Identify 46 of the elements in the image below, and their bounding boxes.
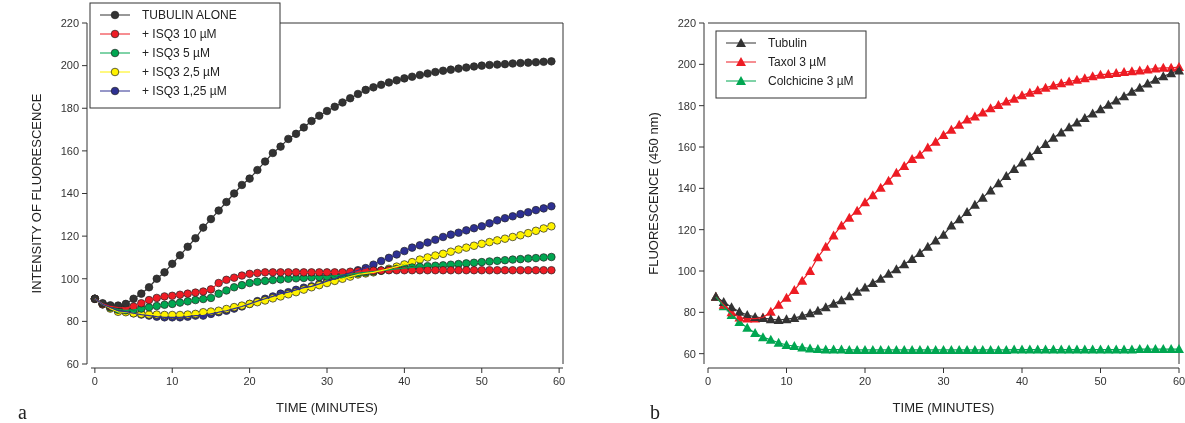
text: b <box>650 401 660 423</box>
text: a <box>18 401 27 423</box>
y-tick-label: 180 <box>677 99 696 112</box>
y-tick-label: 160 <box>677 140 696 153</box>
y-tick-label: 200 <box>677 58 696 71</box>
x-axis-title: TIME (MINUTES) <box>276 400 378 415</box>
y-axis-title: FLUORESCENCE (450 nm) <box>646 112 661 275</box>
y-tick-label: 200 <box>60 59 79 72</box>
y-tick-label: 100 <box>677 264 696 277</box>
x-tick-label: 0 <box>91 375 98 387</box>
legend-label: + ISQ3 5 µM <box>142 46 210 61</box>
x-tick-label: 10 <box>780 375 793 387</box>
legend-label: Tubulin <box>768 36 807 51</box>
y-tick-label: 140 <box>60 187 79 200</box>
y-tick-label: 120 <box>677 223 696 236</box>
y-tick-label: 60 <box>66 357 79 370</box>
x-tick-label: 60 <box>1172 375 1185 387</box>
legend-label: + ISQ3 1,25 µM <box>142 84 227 99</box>
y-tick-label: 160 <box>60 144 79 157</box>
x-tick-label: 0 <box>704 375 712 387</box>
x-tick-label: 10 <box>166 375 179 387</box>
x-tick-label: 40 <box>1015 375 1029 387</box>
x-tick-label: 60 <box>553 375 566 387</box>
legend-label: + ISQ3 2,5 µM <box>142 65 220 80</box>
y-tick-label: 80 <box>66 315 79 328</box>
y-tick-label: 180 <box>60 102 79 115</box>
legend-label: Colchicine 3 µM <box>768 74 854 89</box>
y-tick-label: 60 <box>683 347 696 360</box>
legend-label: TUBULIN ALONE <box>142 8 237 23</box>
y-tick-label: 220 <box>677 16 696 29</box>
legend-label: Taxol 3 µM <box>768 55 827 70</box>
x-tick-label: 30 <box>937 375 950 387</box>
y-tick-label: 80 <box>683 306 696 319</box>
y-axis-title: INTENSITY OF FLUORESCENCE <box>29 93 44 294</box>
y-tick-label: 120 <box>60 229 79 242</box>
x-tick-label: 50 <box>475 375 488 387</box>
y-tick-label: 220 <box>60 16 79 29</box>
x-tick-label: 50 <box>1094 375 1107 387</box>
x-axis-title: TIME (MINUTES) <box>892 400 995 415</box>
x-tick-label: 20 <box>858 375 872 387</box>
legend-label: + ISQ3 10 µM <box>142 27 217 42</box>
y-tick-label: 100 <box>60 272 79 285</box>
y-tick-label: 140 <box>677 182 696 195</box>
x-tick-label: 20 <box>243 375 256 387</box>
x-tick-label: 40 <box>398 375 411 387</box>
x-tick-label: 30 <box>320 375 334 387</box>
